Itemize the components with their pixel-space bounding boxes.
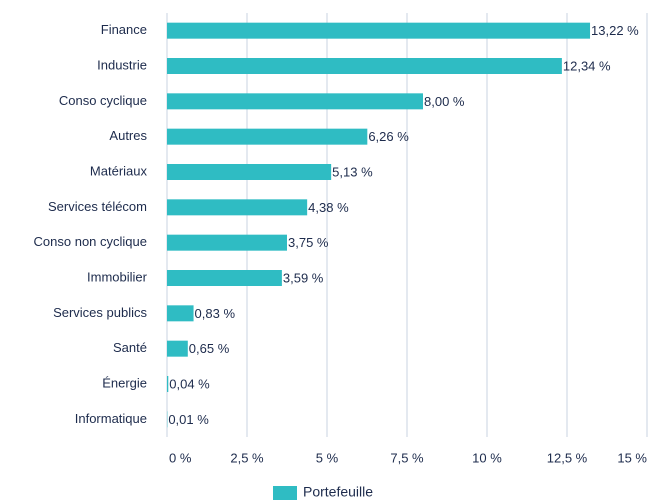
legend-label: Portefeuille xyxy=(303,484,373,500)
bar xyxy=(167,199,308,216)
value-label: 0,01 % xyxy=(168,412,209,427)
bar xyxy=(167,270,282,286)
y-tick-label: Services publics xyxy=(53,305,147,320)
y-tick-label: Conso cyclique xyxy=(59,93,147,108)
bar xyxy=(167,58,562,74)
bar xyxy=(167,234,287,251)
bar xyxy=(167,164,332,180)
y-tick-label: Industrie xyxy=(97,57,147,72)
y-tick-label: Énergie xyxy=(102,375,147,390)
y-tick-label: Immobilier xyxy=(87,269,148,284)
y-tick-label: Santé xyxy=(113,340,147,355)
value-label: 0,83 % xyxy=(195,306,236,321)
value-label: 4,38 % xyxy=(308,200,349,215)
x-tick-label: 0 % xyxy=(169,450,192,465)
y-tick-label: Services télécom xyxy=(48,199,147,214)
legend-swatch xyxy=(273,486,297,500)
value-label: 13,22 % xyxy=(591,23,639,38)
value-label: 0,65 % xyxy=(189,341,230,356)
x-tick-label: 5 % xyxy=(316,450,339,465)
value-label: 5,13 % xyxy=(332,164,373,179)
x-tick-label: 10 % xyxy=(472,450,502,465)
value-label: 8,00 % xyxy=(424,94,465,109)
x-tick-label: 15 % xyxy=(617,450,647,465)
value-label: 6,26 % xyxy=(368,129,409,144)
value-label: 3,59 % xyxy=(283,270,324,285)
bar xyxy=(167,305,194,322)
y-tick-label: Matériaux xyxy=(90,163,148,178)
y-tick-label: Autres xyxy=(109,128,147,143)
bar xyxy=(167,340,188,357)
bar xyxy=(167,128,368,145)
value-label: 0,04 % xyxy=(169,376,210,391)
x-tick-label: 12,5 % xyxy=(547,450,588,465)
x-tick-label: 7,5 % xyxy=(390,450,424,465)
bar xyxy=(167,93,423,110)
y-tick-label: Conso non cyclique xyxy=(34,234,147,249)
bar xyxy=(167,376,169,392)
x-tick-label: 2,5 % xyxy=(230,450,264,465)
y-tick-label: Finance xyxy=(101,22,147,37)
value-label: 12,34 % xyxy=(563,58,611,73)
y-tick-label: Informatique xyxy=(75,411,147,426)
bar xyxy=(167,22,591,39)
value-label: 3,75 % xyxy=(288,235,329,250)
